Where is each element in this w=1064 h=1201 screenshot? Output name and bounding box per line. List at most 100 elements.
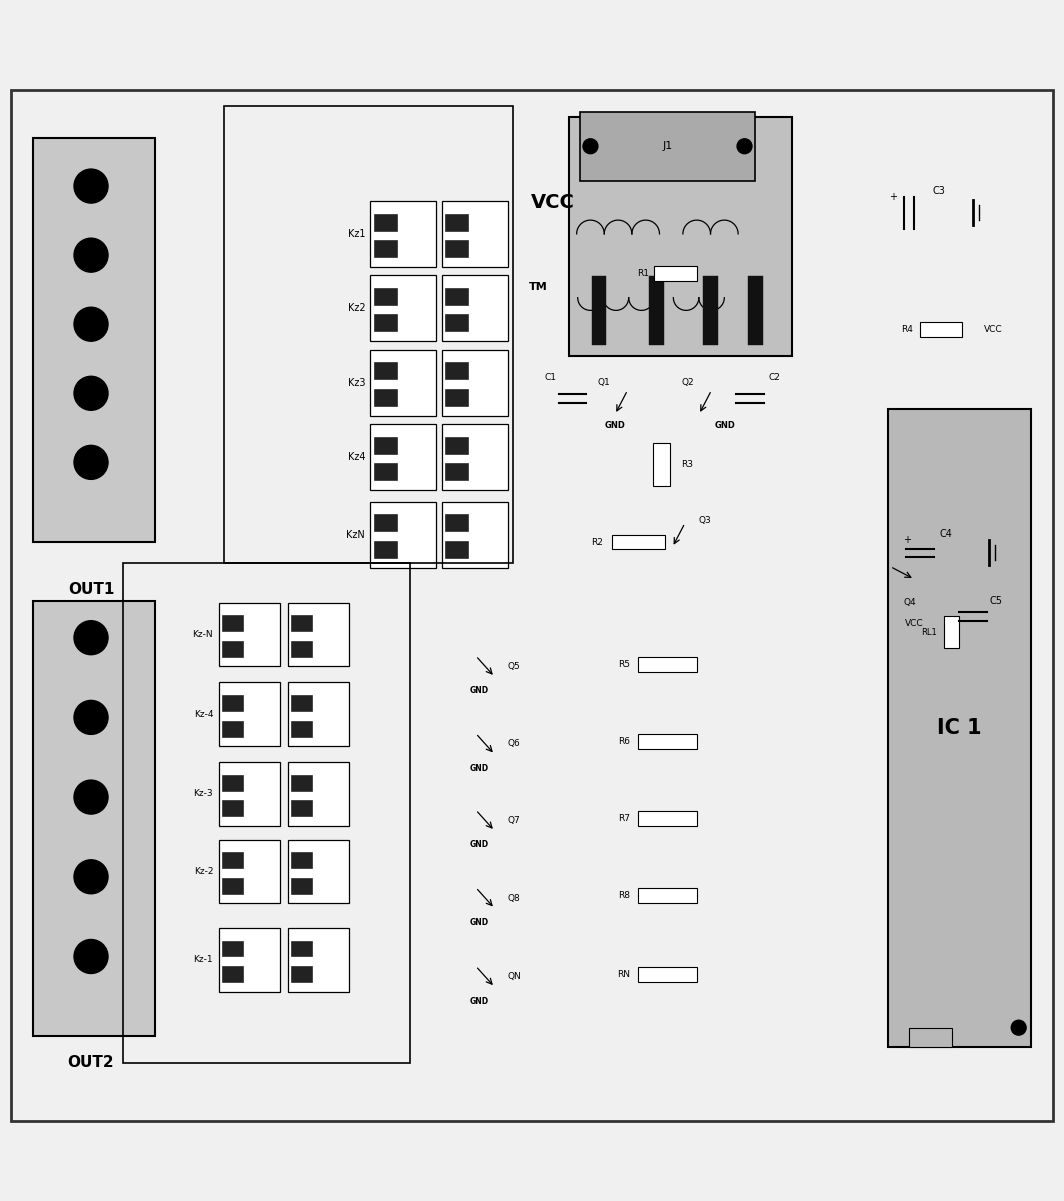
Bar	[290, 853, 312, 868]
Bar	[442, 349, 508, 416]
Bar	[221, 940, 243, 956]
Text: Kz-3: Kz-3	[194, 789, 213, 799]
Bar	[290, 966, 312, 982]
Text: IC 1: IC 1	[937, 718, 982, 737]
Bar	[370, 275, 436, 341]
Bar	[649, 276, 664, 346]
Text: GND: GND	[604, 420, 626, 430]
Bar	[638, 967, 697, 982]
Bar	[445, 389, 468, 406]
Bar	[638, 811, 697, 826]
Text: C1: C1	[545, 372, 556, 382]
Text: R4: R4	[901, 325, 914, 334]
Bar	[370, 201, 436, 267]
Bar	[592, 276, 606, 346]
Bar	[287, 682, 349, 746]
Bar	[33, 600, 154, 1036]
Text: VCC: VCC	[905, 620, 924, 628]
Text: Kz4: Kz4	[348, 452, 365, 462]
Text: R1: R1	[637, 269, 649, 277]
Bar	[373, 315, 397, 331]
Text: TM: TM	[529, 282, 548, 292]
Bar	[580, 112, 755, 181]
Text: GND: GND	[469, 997, 488, 1005]
Bar	[218, 928, 280, 992]
Bar	[218, 839, 280, 903]
Bar	[290, 721, 312, 736]
Bar	[373, 514, 397, 531]
Text: Q2: Q2	[682, 378, 695, 387]
Bar	[33, 138, 154, 542]
Circle shape	[74, 376, 109, 411]
Bar	[654, 265, 697, 281]
Bar	[373, 363, 397, 380]
Bar	[638, 657, 697, 671]
Text: R2: R2	[592, 538, 603, 546]
Text: +: +	[890, 192, 897, 202]
Text: Q8: Q8	[508, 894, 520, 902]
Text: RL1: RL1	[921, 628, 937, 637]
Circle shape	[583, 139, 598, 154]
Text: Q6: Q6	[508, 740, 520, 748]
Bar	[442, 424, 508, 490]
Text: R7: R7	[618, 814, 630, 823]
Circle shape	[74, 446, 109, 479]
Bar	[638, 889, 697, 903]
Bar	[123, 563, 410, 1063]
Text: GND: GND	[469, 764, 488, 773]
Circle shape	[74, 238, 109, 273]
Text: GND: GND	[469, 918, 488, 927]
Circle shape	[74, 700, 109, 734]
Bar	[944, 616, 959, 649]
Bar	[373, 214, 397, 231]
Text: R8: R8	[618, 891, 630, 901]
Text: GND: GND	[715, 420, 736, 430]
Bar	[748, 276, 763, 346]
Bar	[221, 641, 243, 657]
Text: VCC: VCC	[531, 192, 576, 211]
Bar	[221, 966, 243, 982]
Bar	[445, 514, 468, 531]
Text: Kz-1: Kz-1	[194, 955, 213, 964]
Circle shape	[74, 860, 109, 894]
Bar	[223, 107, 513, 563]
Bar	[920, 322, 962, 337]
Bar	[287, 761, 349, 826]
Text: GND: GND	[469, 686, 488, 695]
Bar	[370, 349, 436, 416]
Bar	[612, 534, 665, 550]
Bar	[442, 275, 508, 341]
Bar	[290, 615, 312, 632]
Circle shape	[74, 307, 109, 341]
Text: Q3: Q3	[699, 516, 712, 525]
Text: RN: RN	[617, 970, 630, 979]
Bar	[221, 775, 243, 790]
Text: Kz2: Kz2	[348, 304, 365, 313]
Text: Q5: Q5	[508, 662, 520, 671]
Circle shape	[74, 781, 109, 814]
Circle shape	[74, 621, 109, 655]
Bar	[445, 240, 468, 257]
Bar	[569, 116, 793, 357]
Bar	[445, 315, 468, 331]
Text: OUT2: OUT2	[68, 1056, 114, 1070]
Circle shape	[74, 169, 109, 203]
Text: Kz3: Kz3	[348, 377, 365, 388]
Bar	[703, 276, 718, 346]
Bar	[373, 437, 397, 454]
Bar	[442, 201, 508, 267]
Bar	[290, 878, 312, 894]
Bar	[218, 682, 280, 746]
Bar	[638, 734, 697, 749]
Text: Q1: Q1	[598, 378, 611, 387]
Text: R6: R6	[618, 737, 630, 746]
Bar	[888, 410, 1031, 1047]
Circle shape	[1011, 1020, 1026, 1035]
Text: +: +	[903, 534, 911, 545]
Bar	[221, 695, 243, 711]
Bar	[445, 437, 468, 454]
Bar	[445, 540, 468, 557]
Text: OUT1: OUT1	[68, 582, 114, 597]
Bar	[910, 1028, 951, 1047]
Circle shape	[74, 939, 109, 974]
